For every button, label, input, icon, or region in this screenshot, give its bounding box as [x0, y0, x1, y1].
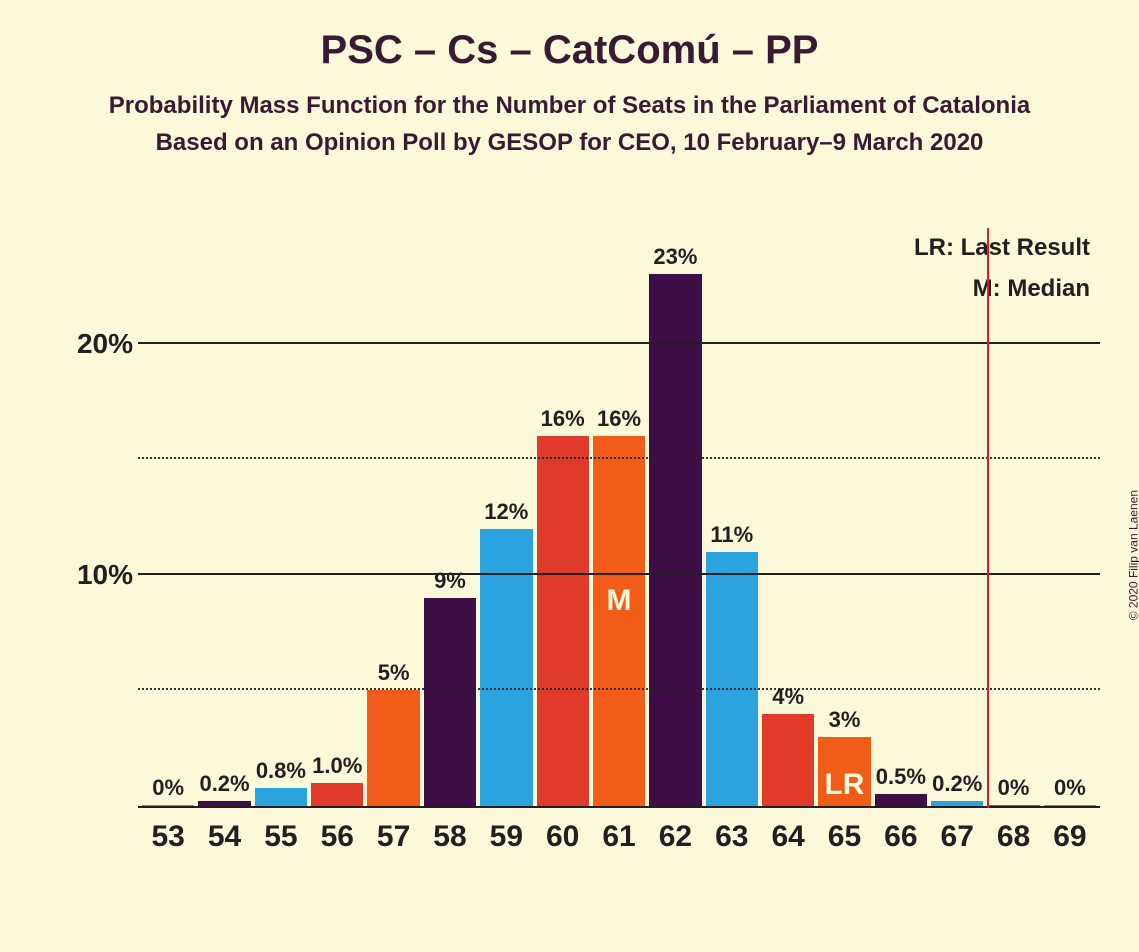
- bar: 0.2%: [198, 801, 250, 806]
- bar-slot: 0.2%: [931, 228, 983, 806]
- bar-value-label: 0%: [998, 775, 1030, 801]
- bar-value-label: 0.2%: [199, 771, 249, 797]
- bar-value-label: 0.8%: [256, 758, 306, 784]
- bars-container: 0%0.2%0.8%1.0%5%9%12%16%16%M23%11%4%3%LR…: [138, 228, 1100, 806]
- x-axis-tick: 53: [142, 808, 194, 868]
- bar-value-label: 16%: [597, 406, 641, 432]
- copyright-text: © 2020 Filip van Laenen: [1126, 490, 1139, 620]
- x-axis-tick: 65: [818, 808, 870, 868]
- bar: 16%: [537, 436, 589, 806]
- x-axis-tick: 59: [480, 808, 532, 868]
- median-marker: M: [607, 584, 632, 618]
- bar-slot: 3% LR: [818, 228, 870, 806]
- bar-slot: 0.5%: [875, 228, 927, 806]
- bar-slot: 5%: [367, 228, 419, 806]
- x-axis-tick: 66: [875, 808, 927, 868]
- plot-area: 0%0.2%0.8%1.0%5%9%12%16%16%M23%11%4%3%LR…: [138, 228, 1100, 808]
- x-axis-tick: 68: [987, 808, 1039, 868]
- bar-slot: 23%: [649, 228, 701, 806]
- bar-value-label: 0%: [1054, 775, 1086, 801]
- bar-slot: 0%: [1044, 228, 1096, 806]
- bar-value-label: 5%: [378, 660, 410, 686]
- bar: 0.8%: [255, 788, 307, 806]
- bar-value-label: 1.0%: [312, 753, 362, 779]
- bar-value-label: 3%: [829, 707, 861, 733]
- x-axis-tick: 60: [537, 808, 589, 868]
- y-axis-tick: 20%: [43, 328, 133, 360]
- gridline: [138, 342, 1100, 344]
- bar: 0.2%: [931, 801, 983, 806]
- gridline: [138, 457, 1100, 459]
- gridline: [138, 573, 1100, 575]
- x-axis-tick: 56: [311, 808, 363, 868]
- bar: 1.0%: [311, 783, 363, 806]
- bar-value-label: 0.2%: [932, 771, 982, 797]
- bar-value-label: 0%: [152, 775, 184, 801]
- bar: 23%: [649, 274, 701, 806]
- bar: 16%M: [593, 436, 645, 806]
- x-axis-tick: 62: [649, 808, 701, 868]
- bar-slot: 9%: [424, 228, 476, 806]
- bar: 9%: [424, 598, 476, 806]
- bar-slot: 12%: [480, 228, 532, 806]
- bar: 4%: [762, 714, 814, 806]
- last-result-marker: LR: [824, 768, 864, 802]
- majority-line: [987, 228, 989, 808]
- gridline: [138, 688, 1100, 690]
- subtitle-line-2: Based on an Opinion Poll by GESOP for CE…: [0, 124, 1139, 161]
- bar-slot: 0%: [142, 228, 194, 806]
- bar-slot: 0.8%: [255, 228, 307, 806]
- bar-value-label: 9%: [434, 568, 466, 594]
- bar: 0.5%: [875, 794, 927, 806]
- bar: 3%LR: [818, 737, 870, 806]
- bar-slot: 0%: [987, 228, 1039, 806]
- bar: 0%: [142, 805, 194, 806]
- bar-value-label: 11%: [710, 522, 753, 548]
- bar-value-label: 23%: [653, 244, 697, 270]
- bar-slot: 16% M: [593, 228, 645, 806]
- x-axis-tick: 58: [424, 808, 476, 868]
- bar-value-label: 12%: [484, 499, 528, 525]
- chart: LR: Last Result M: Median 0%0.2%0.8%1.0%…: [100, 228, 1100, 868]
- bar-slot: 11%: [706, 228, 758, 806]
- bar-slot: 0.2%: [198, 228, 250, 806]
- x-axis-tick: 54: [198, 808, 250, 868]
- chart-title: PSC – Cs – CatComú – PP: [0, 28, 1139, 73]
- bar: 12%: [480, 529, 532, 806]
- bar-value-label: 16%: [541, 406, 585, 432]
- x-axis-labels: 5354555657585960616263646566676869: [138, 808, 1100, 868]
- x-axis-tick: 63: [706, 808, 758, 868]
- subtitle-line-1: Probability Mass Function for the Number…: [0, 87, 1139, 124]
- x-axis-tick: 69: [1044, 808, 1096, 868]
- chart-subtitle: Probability Mass Function for the Number…: [0, 87, 1139, 161]
- bar-slot: 1.0%: [311, 228, 363, 806]
- bar-slot: 16%: [537, 228, 589, 806]
- x-axis-tick: 55: [255, 808, 307, 868]
- bar: 5%: [367, 690, 419, 806]
- x-axis-tick: 64: [762, 808, 814, 868]
- bar: 11%: [706, 552, 758, 806]
- y-axis-tick: 10%: [43, 559, 133, 591]
- bar: 0%: [987, 805, 1039, 806]
- x-axis-tick: 61: [593, 808, 645, 868]
- x-axis-tick: 67: [931, 808, 983, 868]
- bar-slot: 4%: [762, 228, 814, 806]
- bar-value-label: 0.5%: [876, 764, 926, 790]
- bar: 0%: [1044, 805, 1096, 806]
- x-axis-tick: 57: [367, 808, 419, 868]
